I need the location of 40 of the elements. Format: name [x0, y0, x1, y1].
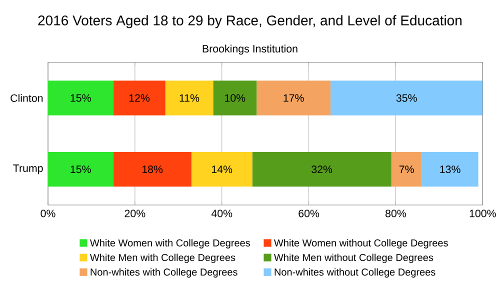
chart-title: 2016 Voters Aged 18 to 29 by Race, Gender, and Level of Education	[38, 15, 462, 28]
data-label: 12%	[129, 94, 150, 102]
legend-label: White Men without College Degrees	[274, 254, 434, 264]
data-label: 15%	[70, 94, 91, 102]
data-label: 35%	[396, 94, 417, 102]
bar	[422, 152, 478, 187]
data-label: 18%	[142, 166, 163, 174]
data-label: 7%	[399, 166, 414, 174]
bar	[113, 80, 166, 116]
bar	[191, 152, 252, 187]
bar	[252, 152, 392, 187]
x-tick-label: 20%	[124, 210, 146, 218]
x-tick-label: 100%	[470, 210, 496, 218]
legend-label: White Women with College Degrees	[90, 239, 250, 248]
x-tick-label: 80%	[386, 210, 406, 218]
bar	[113, 152, 192, 187]
x-tick-label: 60%	[298, 210, 320, 218]
bar	[330, 80, 483, 116]
bar	[48, 80, 114, 116]
data-label: 32%	[312, 166, 332, 174]
data-label: 11%	[180, 94, 200, 102]
legend-label: Non-whites without College Degrees	[274, 268, 436, 278]
y-tick-label: Trump	[13, 164, 43, 174]
data-label: 15%	[70, 166, 91, 174]
bar	[48, 152, 114, 187]
bar	[391, 152, 422, 187]
data-label: 17%	[284, 94, 304, 102]
data-label: 14%	[212, 166, 232, 174]
legend-label: Non-whites with College Degrees	[90, 268, 238, 278]
data-label: 10%	[225, 94, 246, 102]
legend-label: White Women without College Degrees	[274, 239, 448, 248]
chart-subtitle: Brookings Institution	[202, 44, 298, 55]
x-tick-label: 40%	[211, 210, 232, 218]
data-label: 13%	[440, 166, 460, 174]
y-tick-label: Clinton	[10, 94, 43, 102]
x-tick-label: 0%	[40, 210, 56, 218]
bar	[165, 80, 214, 116]
bar	[256, 80, 331, 116]
bar	[213, 80, 257, 116]
legend-label: White Men with College Degrees	[90, 254, 236, 264]
